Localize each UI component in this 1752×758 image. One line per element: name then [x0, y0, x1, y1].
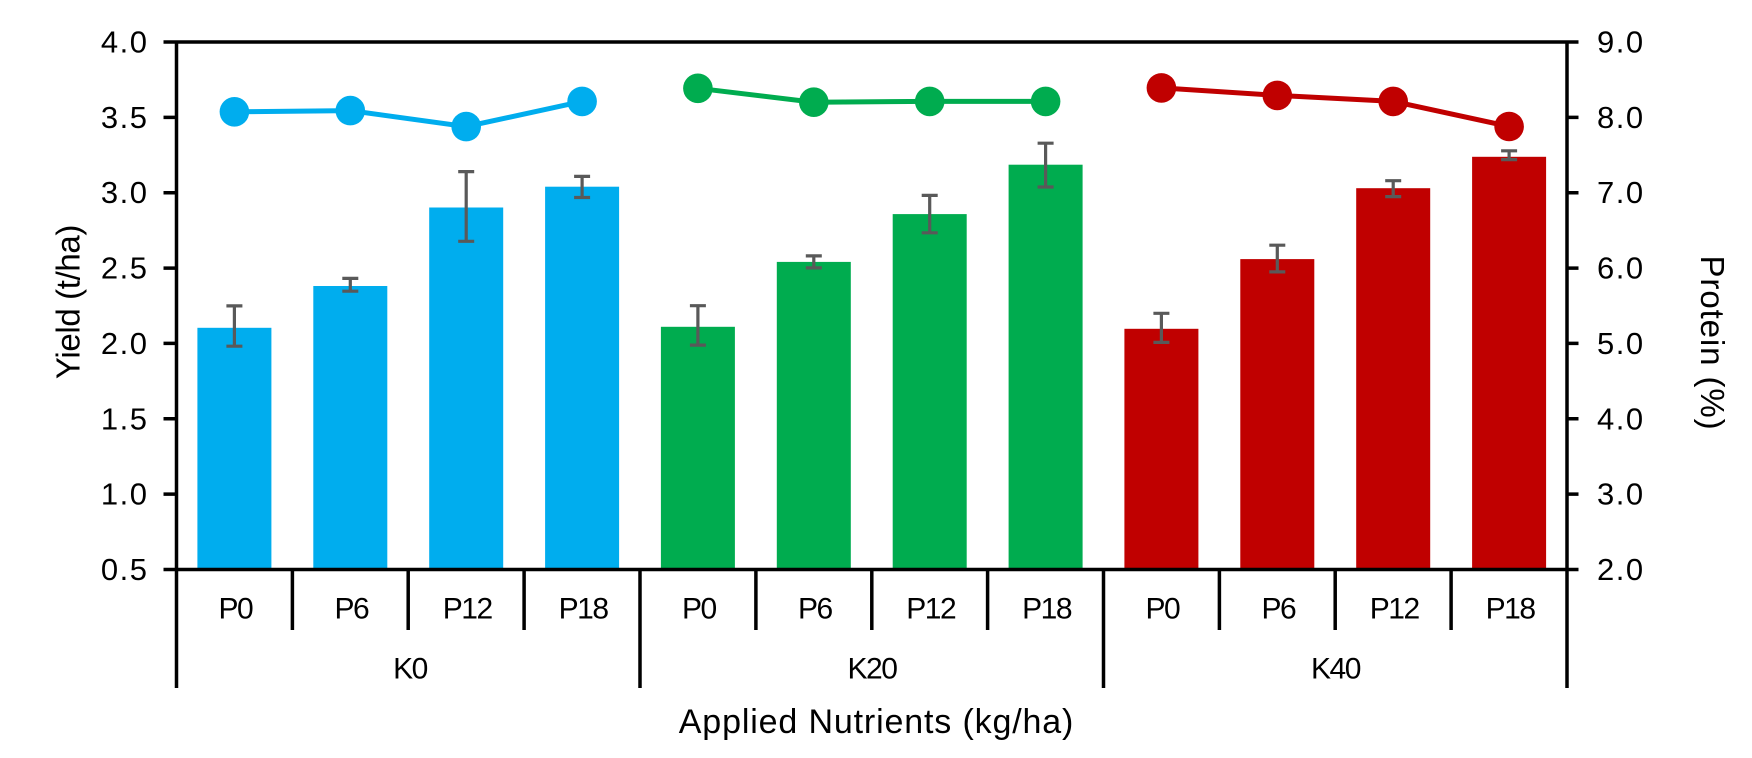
svg-text:P12: P12 [906, 593, 956, 626]
svg-text:P6: P6 [1261, 593, 1296, 626]
svg-text:6.0: 6.0 [1597, 251, 1645, 286]
svg-text:P18: P18 [1486, 593, 1536, 626]
svg-text:P18: P18 [1022, 593, 1072, 626]
svg-text:P12: P12 [443, 593, 493, 626]
svg-text:P0: P0 [219, 593, 254, 626]
svg-text:P6: P6 [334, 593, 369, 626]
svg-text:8.0: 8.0 [1597, 100, 1645, 135]
svg-text:K0: K0 [393, 653, 428, 686]
svg-text:3.0: 3.0 [1597, 477, 1645, 512]
svg-text:P0: P0 [1146, 593, 1181, 626]
svg-text:1.0: 1.0 [101, 477, 149, 512]
svg-text:P18: P18 [559, 593, 609, 626]
svg-text:3.5: 3.5 [101, 100, 149, 135]
svg-text:Yield (t/ha): Yield (t/ha) [50, 225, 87, 379]
svg-text:Protein (%): Protein (%) [1694, 256, 1731, 431]
svg-text:K40: K40 [1311, 653, 1361, 686]
svg-text:7.0: 7.0 [1597, 175, 1645, 210]
svg-text:2.5: 2.5 [101, 251, 149, 286]
svg-text:Applied Nutrients (kg/ha): Applied Nutrients (kg/ha) [679, 703, 1074, 741]
svg-text:K20: K20 [848, 653, 898, 686]
svg-text:2.0: 2.0 [1597, 552, 1645, 587]
svg-text:4.0: 4.0 [101, 25, 149, 60]
svg-text:9.0: 9.0 [1597, 25, 1645, 60]
svg-text:0.5: 0.5 [101, 552, 149, 587]
svg-text:4.0: 4.0 [1597, 401, 1645, 436]
svg-text:2.0: 2.0 [101, 326, 149, 361]
svg-text:P6: P6 [798, 593, 833, 626]
svg-text:P0: P0 [682, 593, 717, 626]
svg-text:5.0: 5.0 [1597, 326, 1645, 361]
svg-text:1.5: 1.5 [101, 401, 149, 436]
svg-text:3.0: 3.0 [101, 175, 149, 210]
svg-text:P12: P12 [1370, 593, 1420, 626]
